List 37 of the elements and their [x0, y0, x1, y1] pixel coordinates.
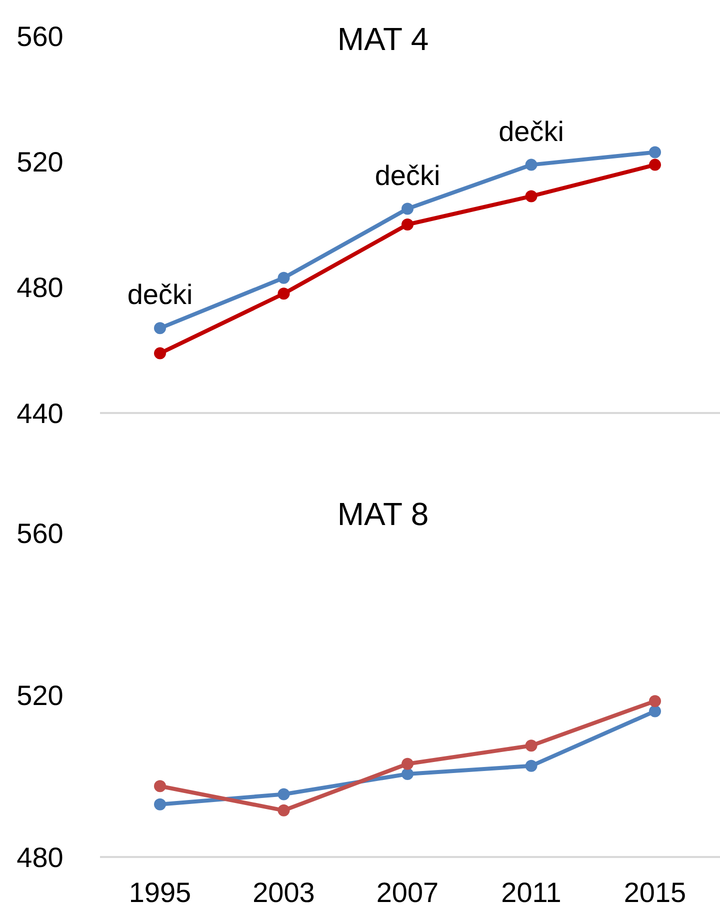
- y-tick-label: 480: [16, 272, 64, 304]
- point: [402, 202, 414, 215]
- x-tick-label: 2003: [252, 877, 315, 908]
- point: [649, 695, 661, 708]
- y-tick-label: 440: [16, 398, 64, 429]
- annotation: dečki: [374, 160, 440, 191]
- y-tick-label: 480: [16, 842, 64, 873]
- x-tick-label: 2011: [501, 877, 562, 908]
- chart-title: MAT 8: [337, 496, 429, 532]
- point: [525, 158, 538, 171]
- point: [402, 218, 414, 230]
- annotation: dečki: [127, 279, 193, 310]
- y-tick-label: 520: [16, 680, 64, 711]
- point: [402, 758, 414, 770]
- y-tick-label: 520: [16, 146, 64, 178]
- x-tick-label: 2015: [624, 877, 686, 908]
- point: [649, 705, 661, 718]
- point: [154, 798, 166, 810]
- point: [525, 760, 538, 772]
- point: [649, 146, 661, 158]
- point: [278, 288, 290, 300]
- chart-title: MAT 4: [337, 21, 429, 57]
- point: [402, 768, 414, 780]
- y-tick-label: 560: [16, 518, 64, 549]
- x-tick-label: 1995: [128, 877, 192, 908]
- point: [154, 347, 166, 360]
- point: [278, 788, 290, 800]
- y-tick-label: 560: [16, 20, 64, 52]
- point: [154, 780, 166, 792]
- point: [278, 272, 290, 284]
- point: [154, 322, 166, 334]
- point: [278, 804, 290, 816]
- point: [649, 158, 661, 171]
- annotation: dečki: [498, 116, 564, 147]
- point: [525, 190, 538, 202]
- x-tick-label: 2007: [376, 877, 439, 908]
- point: [525, 740, 538, 752]
